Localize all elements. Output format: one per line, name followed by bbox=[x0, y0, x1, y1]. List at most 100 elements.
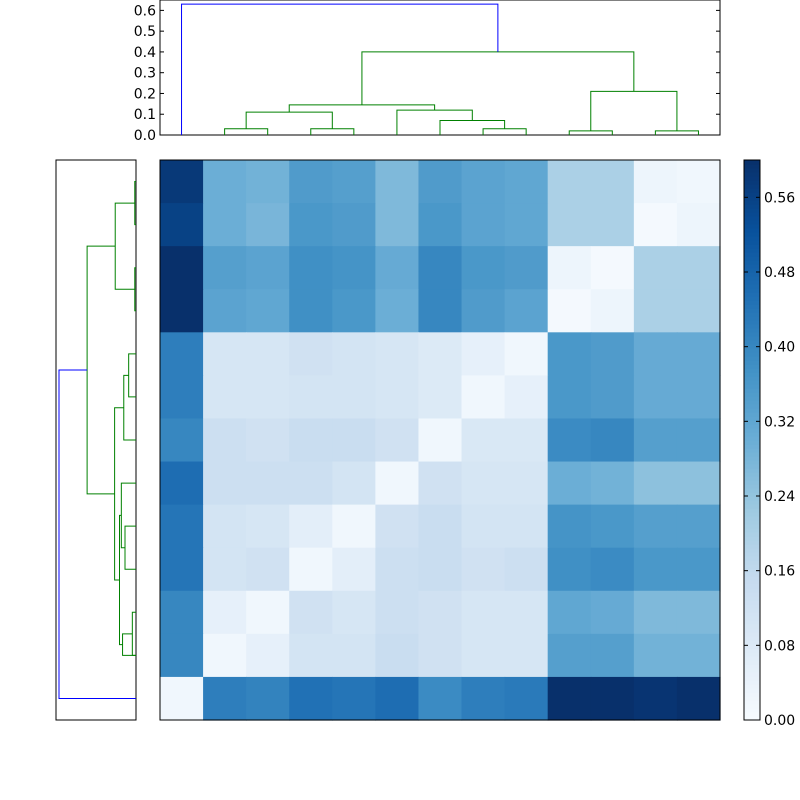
colorbar-segment bbox=[744, 608, 760, 613]
colorbar-segment bbox=[744, 184, 760, 189]
heatmap-cell bbox=[590, 332, 635, 376]
colorbar-segment bbox=[744, 588, 760, 593]
heatmap-cell bbox=[547, 160, 592, 204]
colorbar-segment bbox=[744, 572, 760, 577]
heatmap-cell bbox=[332, 160, 376, 204]
heatmap-cell bbox=[590, 289, 635, 333]
heatmap-cell bbox=[246, 676, 290, 721]
heatmap-cell bbox=[418, 246, 463, 290]
heatmap-cell bbox=[633, 504, 678, 549]
colorbar-segment bbox=[744, 200, 760, 205]
heatmap-cell bbox=[332, 504, 376, 549]
heatmap-cell bbox=[160, 418, 204, 463]
colorbar-segment bbox=[744, 484, 760, 489]
top-dendrogram-tick-label: 0.0 bbox=[134, 128, 156, 144]
heatmap-cell bbox=[418, 547, 463, 592]
colorbar-segment bbox=[744, 712, 760, 717]
left-dendrogram-link bbox=[114, 202, 135, 290]
top-dendrogram-link bbox=[310, 128, 355, 135]
heatmap-cell bbox=[203, 289, 247, 333]
colorbar-segment bbox=[744, 512, 760, 517]
colorbar-segment bbox=[744, 220, 760, 225]
colorbar-tick-label: 0.32 bbox=[764, 414, 795, 430]
colorbar-segment bbox=[744, 536, 760, 541]
heatmap-cell bbox=[633, 203, 678, 247]
colorbar-segment bbox=[744, 672, 760, 677]
colorbar-segment bbox=[744, 704, 760, 709]
colorbar-segment bbox=[744, 656, 760, 661]
colorbar-segment bbox=[744, 244, 760, 249]
heatmap-cell bbox=[590, 590, 635, 635]
heatmap-cell bbox=[676, 160, 721, 204]
heatmap-cell bbox=[332, 375, 376, 420]
heatmap-cell bbox=[289, 633, 333, 678]
heatmap-cell bbox=[289, 590, 333, 635]
heatmap-cell bbox=[590, 676, 635, 721]
heatmap-cell bbox=[375, 246, 420, 290]
heatmap-cell bbox=[375, 676, 420, 721]
heatmap-cell bbox=[375, 504, 420, 549]
colorbar-segment bbox=[744, 260, 760, 265]
top-dendrogram-link bbox=[654, 130, 699, 135]
colorbar-segment bbox=[744, 380, 760, 385]
heatmap-cell bbox=[203, 590, 247, 635]
colorbar-segment bbox=[744, 628, 760, 633]
colorbar-segment bbox=[744, 632, 760, 637]
colorbar-segment bbox=[744, 468, 760, 473]
colorbar-segment bbox=[744, 224, 760, 229]
top-dendrogram-tick-label: 0.5 bbox=[134, 24, 156, 40]
colorbar-segment bbox=[744, 688, 760, 693]
heatmap-cell bbox=[332, 246, 376, 290]
colorbar-segment bbox=[744, 620, 760, 625]
heatmap-cell bbox=[504, 590, 549, 635]
heatmap-cell bbox=[203, 676, 247, 721]
heatmap-cell bbox=[418, 461, 463, 506]
colorbar-segment bbox=[744, 348, 760, 353]
heatmap-cell bbox=[547, 375, 592, 420]
colorbar-segment bbox=[744, 680, 760, 685]
colorbar-segment bbox=[744, 544, 760, 549]
heatmap-cell bbox=[246, 160, 290, 204]
heatmap-cell bbox=[676, 590, 721, 635]
top-dendrogram-tick-label: 0.2 bbox=[134, 86, 156, 102]
heatmap-cell bbox=[547, 504, 592, 549]
heatmap-cell bbox=[676, 289, 721, 333]
colorbar-segment bbox=[744, 364, 760, 369]
colorbar-segment bbox=[744, 340, 760, 345]
colorbar-tick-label: 0.00 bbox=[764, 713, 795, 729]
heatmap-cell bbox=[203, 461, 247, 506]
colorbar-segment bbox=[744, 240, 760, 245]
colorbar-segment bbox=[744, 300, 760, 305]
colorbar-segment bbox=[744, 396, 760, 401]
top-dendrogram-tick-label: 0.1 bbox=[134, 107, 156, 123]
top-dendrogram-tick-label: 0.6 bbox=[134, 3, 156, 19]
colorbar-segment bbox=[744, 480, 760, 485]
top-dendrogram-link bbox=[439, 119, 506, 135]
colorbar-segment bbox=[744, 692, 760, 697]
heatmap-cell bbox=[246, 547, 290, 592]
heatmap-cell bbox=[504, 160, 549, 204]
heatmap-cell bbox=[461, 203, 506, 247]
heatmap-cell bbox=[676, 547, 721, 592]
heatmap-cell bbox=[461, 418, 506, 463]
heatmap-cell bbox=[504, 504, 549, 549]
colorbar-segment bbox=[744, 716, 760, 721]
colorbar-tick-label: 0.08 bbox=[764, 638, 795, 654]
heatmap-cell bbox=[203, 504, 247, 549]
colorbar-segment bbox=[744, 328, 760, 333]
colorbar-segment bbox=[744, 532, 760, 537]
heatmap-cell bbox=[504, 461, 549, 506]
heatmap-cell bbox=[375, 590, 420, 635]
heatmap-cell bbox=[160, 633, 204, 678]
heatmap-cell bbox=[246, 332, 290, 376]
colorbar-segment bbox=[744, 476, 760, 481]
heatmap-cell bbox=[504, 633, 549, 678]
heatmap-cell bbox=[676, 375, 721, 420]
colorbar-segment bbox=[744, 652, 760, 657]
heatmap-cell bbox=[289, 375, 333, 420]
colorbar-segment bbox=[744, 404, 760, 409]
colorbar-segment bbox=[744, 324, 760, 329]
heatmap-cell bbox=[633, 547, 678, 592]
heatmap-cell bbox=[547, 418, 592, 463]
heatmap-frame bbox=[159, 159, 721, 721]
